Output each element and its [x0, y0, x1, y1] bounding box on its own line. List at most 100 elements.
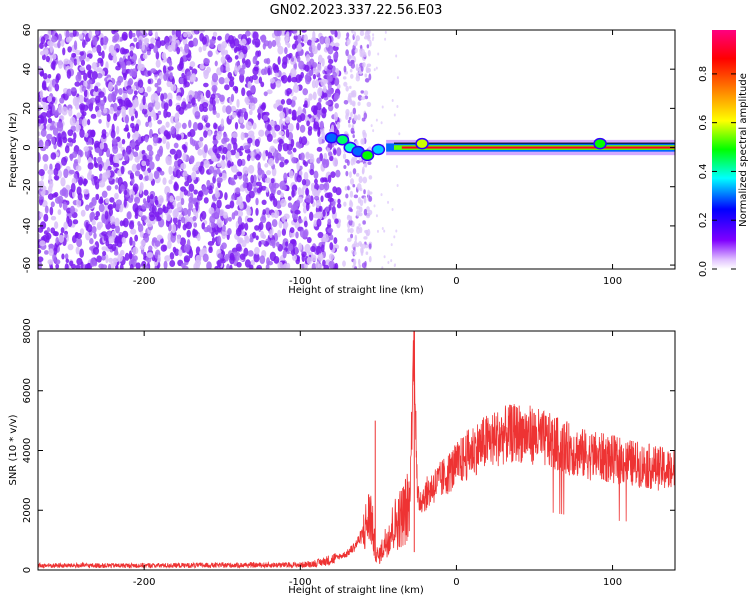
spectrogram-cell — [121, 230, 129, 239]
spectrogram-cell — [225, 105, 232, 115]
spectrogram-cell — [134, 144, 140, 151]
spectrogram-cell — [51, 53, 57, 60]
spectrogram-cell — [292, 84, 300, 93]
spectrogram-cell — [197, 122, 204, 131]
spectrogram-cell — [184, 43, 190, 54]
spectrogram-cell — [306, 236, 312, 244]
spectrogram-cell — [162, 65, 167, 75]
spectrogram-cell — [354, 47, 358, 54]
spectrogram-cell — [43, 213, 49, 222]
spectrogram-cell — [112, 201, 117, 209]
spectrogram-cell — [250, 174, 254, 184]
spectrogram-cell — [175, 195, 181, 202]
spectrogram-cell — [349, 190, 354, 198]
spectrogram-cell — [294, 209, 301, 215]
spectrogram-cell — [231, 112, 237, 119]
spectrogram-cell — [114, 184, 119, 190]
spectrogram-cell — [355, 172, 360, 177]
spectrogram-cell — [62, 47, 66, 56]
spectrogram-cell — [277, 142, 283, 152]
spectrogram-cell — [303, 220, 308, 228]
spectrogram-cell — [128, 220, 135, 230]
spectrogram-cell — [47, 74, 52, 79]
spectrogram-cell — [363, 112, 368, 120]
signal-blob — [324, 131, 339, 144]
spectrogram-cell — [365, 251, 369, 256]
spectrogram-cell — [142, 53, 148, 60]
spectrogram-cell — [360, 90, 365, 94]
spectrogram-cell — [259, 255, 266, 265]
spectrogram-cell — [82, 39, 86, 49]
spectrogram-cell — [257, 167, 263, 176]
spectrogram-cell — [147, 102, 154, 112]
spectrogram-cell — [99, 173, 103, 181]
spectrogram-cell — [297, 42, 302, 52]
spectrogram-cell — [125, 145, 132, 155]
spectrogram-cell — [296, 55, 301, 63]
spectrogram-cell — [211, 236, 216, 244]
spectrogram-cell — [269, 229, 273, 239]
spectrogram-cell — [187, 208, 191, 217]
spectrogram-cell — [381, 105, 384, 109]
spectrogram-cell — [181, 144, 187, 150]
spectrogram-cell — [250, 259, 256, 266]
spectrogram-cell — [50, 152, 57, 160]
spectrogram-cell — [63, 189, 69, 198]
spectrogram-cell — [84, 132, 89, 138]
spectrogram-cell — [87, 79, 93, 85]
spectrogram-cell — [79, 228, 85, 236]
spectrogram-cell — [347, 119, 351, 124]
spectrogram-cell — [53, 247, 58, 256]
spectrogram-cell — [123, 152, 129, 161]
spectrogram-cell — [76, 237, 83, 248]
spectrogram-cell — [235, 243, 242, 252]
spectrogram-cell — [188, 183, 195, 193]
spectrogram-cell — [96, 72, 103, 79]
spectrogram-cell — [130, 177, 135, 185]
spectrogram-cell — [238, 201, 244, 210]
spectrogram-cell — [317, 253, 324, 261]
spectrogram-cell — [365, 65, 369, 74]
spectrogram-cell — [331, 200, 336, 207]
spectrogram-cell — [48, 174, 52, 181]
spectrogram-cell — [344, 186, 348, 191]
spectrogram-cell — [352, 90, 357, 97]
spectrogram-cell — [185, 221, 192, 230]
spectrogram-cell — [60, 177, 66, 187]
spectrogram-cell — [215, 99, 220, 104]
spectrogram-cell — [118, 141, 123, 149]
spectrogram-cell — [275, 99, 282, 105]
spectrogram-cell — [239, 116, 244, 124]
spectrogram-cell — [57, 195, 64, 204]
spectrogram-cell — [287, 196, 292, 201]
spectrogram-cell — [375, 214, 378, 218]
spectrogram-cell — [322, 85, 327, 93]
spectrogram-cell — [363, 163, 367, 168]
spectrogram-cell — [249, 102, 256, 111]
spectrogram-cell — [260, 230, 265, 239]
spectrogram-cell — [61, 156, 68, 166]
spectrogram-cell — [228, 217, 232, 222]
spectrogram-cell — [291, 156, 297, 164]
spectrogram-cell — [80, 209, 86, 217]
spectrogram-cell — [368, 209, 373, 216]
spectrogram-cell — [348, 171, 352, 178]
spectrogram-xlabel: Height of straight line (km) — [288, 285, 424, 296]
spectrogram-cell — [326, 192, 333, 199]
spectrogram-cell — [206, 261, 212, 269]
spectrogram-cell — [155, 59, 161, 68]
spectrogram-cell — [121, 111, 127, 118]
spectrogram-cell — [66, 215, 70, 225]
spectrogram-cell — [238, 238, 243, 244]
spectrogram-cell — [366, 44, 370, 49]
spectrogram-cell — [317, 231, 324, 239]
spectrogram-cell — [133, 37, 138, 43]
spectrogram-cell — [146, 252, 154, 258]
spectrogram-cell — [169, 252, 175, 260]
spectrogram-cell — [343, 65, 347, 73]
spectrogram-cell — [391, 208, 394, 212]
spectrogram-cell — [101, 50, 105, 59]
spectrogram-cell — [48, 83, 53, 92]
spectrogram-cell — [318, 97, 322, 103]
spectrogram-cell — [227, 160, 232, 168]
